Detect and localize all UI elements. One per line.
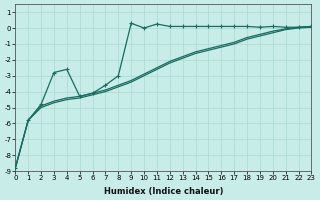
X-axis label: Humidex (Indice chaleur): Humidex (Indice chaleur): [104, 187, 223, 196]
